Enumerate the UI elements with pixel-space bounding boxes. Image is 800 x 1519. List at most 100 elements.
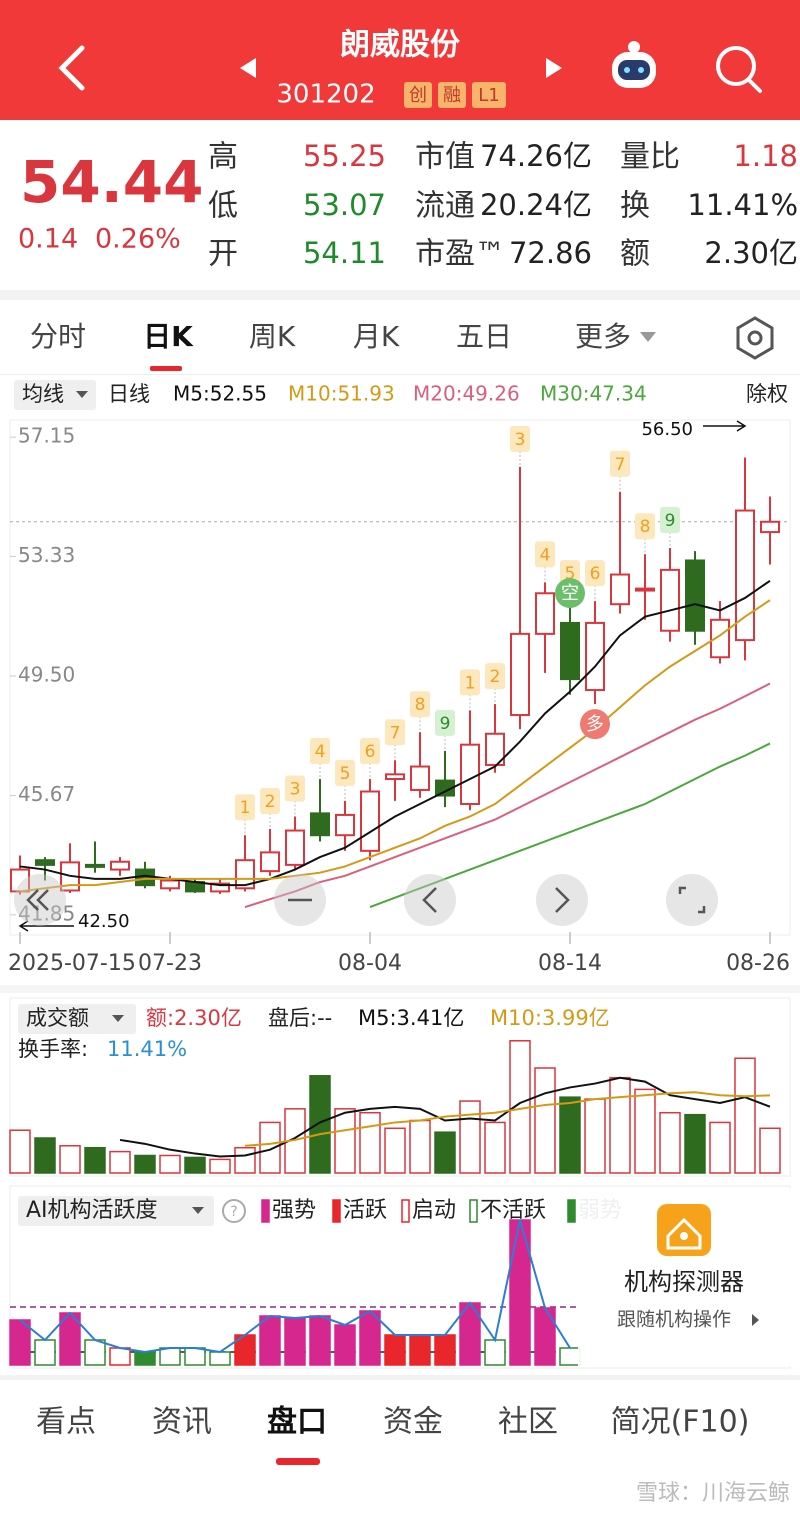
- chart-control[interactable]: [404, 874, 456, 926]
- candle-body: [585, 621, 605, 692]
- legend-label: 强势: [272, 1198, 316, 1223]
- activity-bar: [134, 1351, 156, 1366]
- activity-bar: [109, 1347, 131, 1366]
- activity-bar: [434, 1334, 456, 1366]
- legend-swatch: [332, 1199, 341, 1223]
- annotation-label: 1: [240, 798, 251, 818]
- y-tick-label: 57.15: [18, 424, 75, 448]
- chart-control-icon: [422, 887, 437, 913]
- dropdown-arrow: [112, 1015, 124, 1022]
- candle-body: [335, 813, 355, 837]
- volume-bar: [584, 1098, 606, 1174]
- ma-selector-bg[interactable]: [14, 380, 96, 410]
- annotation-badge: [285, 775, 305, 802]
- ma-line: [244, 682, 771, 908]
- candle-body: [560, 621, 580, 681]
- annotation-label: 4: [540, 545, 551, 565]
- chart-control[interactable]: [536, 874, 588, 926]
- candle-body: [385, 773, 405, 781]
- volume-ma-legend: M10:3.99亿: [490, 1006, 610, 1030]
- ma-legend: M10:51.93: [288, 382, 395, 406]
- settings-icon[interactable]: [736, 316, 774, 360]
- candle-body: [510, 632, 530, 717]
- candle-body: [535, 592, 555, 635]
- volume-bar: [659, 1111, 681, 1174]
- annotation-badge: [410, 691, 430, 718]
- activity-bar: [184, 1347, 206, 1366]
- divider: [0, 290, 800, 300]
- volume-bar: [184, 1156, 206, 1174]
- activity-bar: [259, 1315, 281, 1366]
- divider: [0, 985, 800, 993]
- x-tick-label: 08-26: [726, 951, 790, 976]
- annotation-label: 5: [565, 564, 576, 584]
- annotation-badge: [235, 794, 255, 821]
- ai-selector-bg[interactable]: [18, 1196, 214, 1226]
- activity-bar: [284, 1317, 306, 1366]
- volume-ma-legend: M5:3.41亿: [358, 1006, 464, 1030]
- volume-selector-bg[interactable]: [18, 1004, 136, 1034]
- price-change-pct: 0.26%: [95, 224, 181, 255]
- candle-body: [660, 568, 680, 632]
- annotation-badge: [585, 560, 605, 587]
- stat-value: 20.24亿: [480, 188, 592, 222]
- annotation-badge: [660, 507, 680, 533]
- annotation-badge: [635, 513, 655, 540]
- detector-arrow: [752, 1314, 759, 1326]
- annotation-badge: [310, 738, 330, 765]
- volume-bar: [409, 1119, 431, 1174]
- max-price-label: 56.50: [641, 419, 693, 440]
- help-icon[interactable]: [222, 1199, 246, 1223]
- activity-line: [19, 1219, 571, 1354]
- tab[interactable]: 分时: [30, 320, 86, 353]
- candle-body: [160, 879, 180, 890]
- activity-bar: [559, 1347, 581, 1366]
- tab[interactable]: 五日: [456, 320, 512, 353]
- candle-body: [735, 509, 755, 642]
- tab[interactable]: 周K: [249, 320, 296, 353]
- badge-text: L1: [478, 85, 499, 106]
- candle-body: [310, 812, 330, 837]
- robot-icon[interactable]: [612, 41, 656, 88]
- stock-code: 301202: [276, 80, 375, 110]
- chart-control[interactable]: [14, 874, 66, 926]
- annotation-badge: [535, 541, 555, 568]
- tab[interactable]: 月K: [353, 320, 400, 353]
- annotation-label: 6: [590, 564, 601, 584]
- annotation-badge: [460, 669, 480, 696]
- annotation-label: 8: [415, 695, 426, 715]
- candle-body: [410, 765, 430, 791]
- nav-tab[interactable]: 资讯: [152, 1405, 212, 1440]
- y-tick-label: 53.33: [18, 543, 75, 567]
- prev-stock[interactable]: [240, 58, 256, 78]
- candle-body: [85, 863, 105, 868]
- nav-tab[interactable]: 简况(F10): [611, 1405, 750, 1440]
- tab[interactable]: 更多: [575, 320, 631, 353]
- search-icon[interactable]: [716, 46, 762, 93]
- stat-label: 量比: [620, 140, 680, 175]
- tab[interactable]: 日K: [143, 320, 194, 353]
- volume-bar: [709, 1121, 731, 1174]
- nav-tab[interactable]: 社区: [498, 1405, 558, 1440]
- volume-bar: [734, 1057, 756, 1174]
- volume-bar: [259, 1121, 281, 1174]
- candle-body: [235, 859, 255, 890]
- stat-label: 开: [208, 237, 238, 272]
- volume-bar: [634, 1088, 656, 1174]
- next-stock[interactable]: [546, 58, 562, 78]
- detector-title: 机构探测器: [624, 1268, 744, 1296]
- chart-control-icon: [678, 886, 706, 914]
- x-tick-label: 08-04: [338, 951, 402, 976]
- nav-tab[interactable]: 资金: [383, 1405, 443, 1440]
- nav-tab[interactable]: 看点: [36, 1405, 96, 1440]
- chart-control-icon: [26, 889, 49, 911]
- nav-tab[interactable]: 盘口: [267, 1405, 327, 1440]
- signal-label: 多: [586, 714, 604, 735]
- chart-control[interactable]: [666, 874, 718, 926]
- stock-name: 朗威股份: [340, 28, 460, 63]
- back-button[interactable]: [58, 45, 85, 91]
- volume-bar: [384, 1127, 406, 1174]
- detector-subtitle: 跟随机构操作: [617, 1309, 731, 1331]
- annotation-badge: [385, 719, 405, 746]
